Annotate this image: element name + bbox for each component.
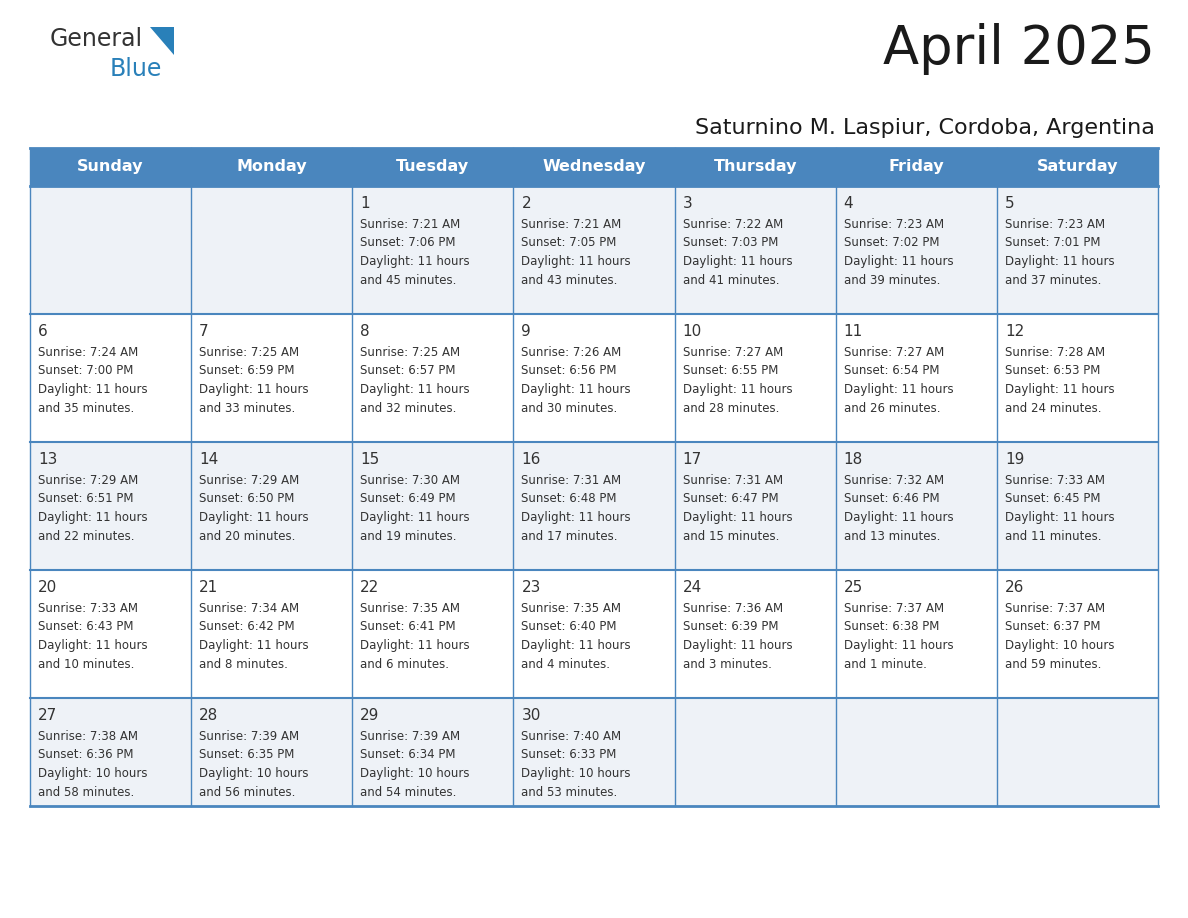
Text: Thursday: Thursday	[713, 160, 797, 174]
Text: 9: 9	[522, 324, 531, 339]
Text: Sunrise: 7:25 AM
Sunset: 6:59 PM
Daylight: 11 hours
and 33 minutes.: Sunrise: 7:25 AM Sunset: 6:59 PM Dayligh…	[200, 346, 309, 415]
Bar	[30, 148, 1158, 186]
Text: 29: 29	[360, 708, 380, 723]
Text: Saturnino M. Laspiur, Cordoba, Argentina: Saturnino M. Laspiur, Cordoba, Argentina	[695, 118, 1155, 138]
Text: Sunrise: 7:31 AM
Sunset: 6:47 PM
Daylight: 11 hours
and 15 minutes.: Sunrise: 7:31 AM Sunset: 6:47 PM Dayligh…	[683, 474, 792, 543]
Bar	[30, 314, 1158, 442]
Text: Sunrise: 7:28 AM
Sunset: 6:53 PM
Daylight: 11 hours
and 24 minutes.: Sunrise: 7:28 AM Sunset: 6:53 PM Dayligh…	[1005, 346, 1114, 415]
Text: 25: 25	[843, 580, 862, 595]
Text: 8: 8	[360, 324, 369, 339]
Text: 14: 14	[200, 452, 219, 467]
Text: 22: 22	[360, 580, 379, 595]
Text: 24: 24	[683, 580, 702, 595]
Text: Sunrise: 7:34 AM
Sunset: 6:42 PM
Daylight: 11 hours
and 8 minutes.: Sunrise: 7:34 AM Sunset: 6:42 PM Dayligh…	[200, 602, 309, 670]
Text: 15: 15	[360, 452, 379, 467]
Text: Sunrise: 7:22 AM
Sunset: 7:03 PM
Daylight: 11 hours
and 41 minutes.: Sunrise: 7:22 AM Sunset: 7:03 PM Dayligh…	[683, 218, 792, 286]
Text: Friday: Friday	[889, 160, 944, 174]
Text: 7: 7	[200, 324, 209, 339]
Text: 21: 21	[200, 580, 219, 595]
Text: 20: 20	[38, 580, 57, 595]
Text: 4: 4	[843, 196, 853, 211]
Text: Sunrise: 7:29 AM
Sunset: 6:51 PM
Daylight: 11 hours
and 22 minutes.: Sunrise: 7:29 AM Sunset: 6:51 PM Dayligh…	[38, 474, 147, 543]
Text: Tuesday: Tuesday	[397, 160, 469, 174]
Text: 16: 16	[522, 452, 541, 467]
Text: 27: 27	[38, 708, 57, 723]
Text: 6: 6	[38, 324, 48, 339]
Text: Saturday: Saturday	[1037, 160, 1118, 174]
Text: Sunrise: 7:38 AM
Sunset: 6:36 PM
Daylight: 10 hours
and 58 minutes.: Sunrise: 7:38 AM Sunset: 6:36 PM Dayligh…	[38, 730, 147, 799]
Text: Sunrise: 7:21 AM
Sunset: 7:06 PM
Daylight: 11 hours
and 45 minutes.: Sunrise: 7:21 AM Sunset: 7:06 PM Dayligh…	[360, 218, 470, 286]
Text: Sunrise: 7:40 AM
Sunset: 6:33 PM
Daylight: 10 hours
and 53 minutes.: Sunrise: 7:40 AM Sunset: 6:33 PM Dayligh…	[522, 730, 631, 799]
Text: Sunrise: 7:31 AM
Sunset: 6:48 PM
Daylight: 11 hours
and 17 minutes.: Sunrise: 7:31 AM Sunset: 6:48 PM Dayligh…	[522, 474, 631, 543]
Text: April 2025: April 2025	[883, 23, 1155, 75]
Text: Sunrise: 7:27 AM
Sunset: 6:55 PM
Daylight: 11 hours
and 28 minutes.: Sunrise: 7:27 AM Sunset: 6:55 PM Dayligh…	[683, 346, 792, 415]
Text: 5: 5	[1005, 196, 1015, 211]
Text: 3: 3	[683, 196, 693, 211]
Text: Sunrise: 7:29 AM
Sunset: 6:50 PM
Daylight: 11 hours
and 20 minutes.: Sunrise: 7:29 AM Sunset: 6:50 PM Dayligh…	[200, 474, 309, 543]
Text: 10: 10	[683, 324, 702, 339]
Text: Sunrise: 7:35 AM
Sunset: 6:40 PM
Daylight: 11 hours
and 4 minutes.: Sunrise: 7:35 AM Sunset: 6:40 PM Dayligh…	[522, 602, 631, 670]
Bar	[30, 186, 1158, 314]
Text: Blue: Blue	[110, 57, 163, 81]
Text: 1: 1	[360, 196, 369, 211]
Text: Sunrise: 7:30 AM
Sunset: 6:49 PM
Daylight: 11 hours
and 19 minutes.: Sunrise: 7:30 AM Sunset: 6:49 PM Dayligh…	[360, 474, 470, 543]
Bar	[30, 698, 1158, 806]
Text: General: General	[50, 27, 143, 51]
Text: 26: 26	[1005, 580, 1024, 595]
Text: Monday: Monday	[236, 160, 307, 174]
Bar	[30, 570, 1158, 698]
Polygon shape	[150, 27, 173, 55]
Text: 12: 12	[1005, 324, 1024, 339]
Text: Sunrise: 7:37 AM
Sunset: 6:38 PM
Daylight: 11 hours
and 1 minute.: Sunrise: 7:37 AM Sunset: 6:38 PM Dayligh…	[843, 602, 953, 670]
Text: Sunrise: 7:27 AM
Sunset: 6:54 PM
Daylight: 11 hours
and 26 minutes.: Sunrise: 7:27 AM Sunset: 6:54 PM Dayligh…	[843, 346, 953, 415]
Text: Sunrise: 7:39 AM
Sunset: 6:35 PM
Daylight: 10 hours
and 56 minutes.: Sunrise: 7:39 AM Sunset: 6:35 PM Dayligh…	[200, 730, 309, 799]
Text: Sunrise: 7:33 AM
Sunset: 6:45 PM
Daylight: 11 hours
and 11 minutes.: Sunrise: 7:33 AM Sunset: 6:45 PM Dayligh…	[1005, 474, 1114, 543]
Text: 2: 2	[522, 196, 531, 211]
Text: Sunday: Sunday	[77, 160, 144, 174]
Text: Sunrise: 7:37 AM
Sunset: 6:37 PM
Daylight: 10 hours
and 59 minutes.: Sunrise: 7:37 AM Sunset: 6:37 PM Dayligh…	[1005, 602, 1114, 670]
Text: Sunrise: 7:23 AM
Sunset: 7:01 PM
Daylight: 11 hours
and 37 minutes.: Sunrise: 7:23 AM Sunset: 7:01 PM Dayligh…	[1005, 218, 1114, 286]
Text: 11: 11	[843, 324, 862, 339]
Text: Sunrise: 7:32 AM
Sunset: 6:46 PM
Daylight: 11 hours
and 13 minutes.: Sunrise: 7:32 AM Sunset: 6:46 PM Dayligh…	[843, 474, 953, 543]
Text: Sunrise: 7:35 AM
Sunset: 6:41 PM
Daylight: 11 hours
and 6 minutes.: Sunrise: 7:35 AM Sunset: 6:41 PM Dayligh…	[360, 602, 470, 670]
Text: 13: 13	[38, 452, 57, 467]
Text: Sunrise: 7:25 AM
Sunset: 6:57 PM
Daylight: 11 hours
and 32 minutes.: Sunrise: 7:25 AM Sunset: 6:57 PM Dayligh…	[360, 346, 470, 415]
Text: 19: 19	[1005, 452, 1024, 467]
Text: Sunrise: 7:39 AM
Sunset: 6:34 PM
Daylight: 10 hours
and 54 minutes.: Sunrise: 7:39 AM Sunset: 6:34 PM Dayligh…	[360, 730, 469, 799]
Text: Sunrise: 7:33 AM
Sunset: 6:43 PM
Daylight: 11 hours
and 10 minutes.: Sunrise: 7:33 AM Sunset: 6:43 PM Dayligh…	[38, 602, 147, 670]
Text: 17: 17	[683, 452, 702, 467]
Text: Sunrise: 7:23 AM
Sunset: 7:02 PM
Daylight: 11 hours
and 39 minutes.: Sunrise: 7:23 AM Sunset: 7:02 PM Dayligh…	[843, 218, 953, 286]
Bar	[30, 442, 1158, 570]
Text: Sunrise: 7:36 AM
Sunset: 6:39 PM
Daylight: 11 hours
and 3 minutes.: Sunrise: 7:36 AM Sunset: 6:39 PM Dayligh…	[683, 602, 792, 670]
Text: Sunrise: 7:26 AM
Sunset: 6:56 PM
Daylight: 11 hours
and 30 minutes.: Sunrise: 7:26 AM Sunset: 6:56 PM Dayligh…	[522, 346, 631, 415]
Text: 28: 28	[200, 708, 219, 723]
Text: Sunrise: 7:21 AM
Sunset: 7:05 PM
Daylight: 11 hours
and 43 minutes.: Sunrise: 7:21 AM Sunset: 7:05 PM Dayligh…	[522, 218, 631, 286]
Text: 23: 23	[522, 580, 541, 595]
Text: Wednesday: Wednesday	[542, 160, 646, 174]
Text: Sunrise: 7:24 AM
Sunset: 7:00 PM
Daylight: 11 hours
and 35 minutes.: Sunrise: 7:24 AM Sunset: 7:00 PM Dayligh…	[38, 346, 147, 415]
Text: 30: 30	[522, 708, 541, 723]
Text: 18: 18	[843, 452, 862, 467]
